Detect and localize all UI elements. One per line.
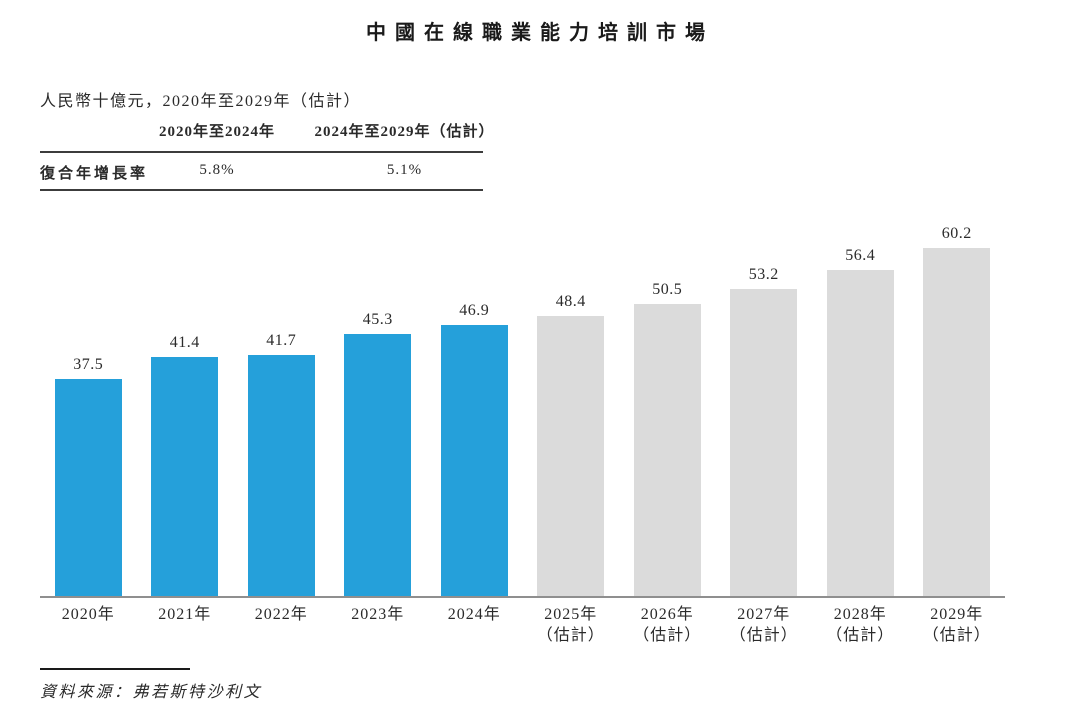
bar-column-2025年: 48.4 (523, 221, 620, 596)
x-axis-label: 2023年 (351, 606, 405, 623)
bar-estimated-2027年 (730, 289, 798, 596)
source-divider (40, 668, 190, 670)
cagr-table-bottom-rule (40, 189, 483, 191)
bar-column-2020年: 37.5 (40, 221, 137, 596)
bar-value-label: 60.2 (941, 225, 972, 242)
bar-estimated-2029年 (923, 248, 991, 596)
bar-chart-plot-area: 37.5 41.4 41.7 45.3 46.9 48.4 50.5 53.2 56.4 60.2 (40, 221, 1005, 598)
chart-title: 中國在線職業能力培訓市場 (366, 22, 714, 44)
x-axis-label: 2022年 (254, 606, 308, 623)
cagr-row-label: 復合年增長率 (40, 166, 149, 182)
cagr-col-header-estimated: 2024年至2029年（估計） (314, 124, 495, 140)
cagr-value-historical: 5.8% (199, 162, 235, 178)
x-axis-label: 2020年 (61, 606, 115, 623)
bar-value-label: 50.5 (652, 281, 683, 298)
chart-unit-note: 人民幣十億元，2020年至2029年（估計） (40, 93, 362, 110)
bar-historical-2023年 (344, 334, 412, 596)
bar-value-label: 56.4 (845, 247, 876, 264)
bar-value-label: 41.4 (169, 334, 200, 351)
bar-estimated-2028年 (826, 270, 894, 596)
x-axis-labels: 2020年 2021年 2022年 2023年 2024年 2025年 （估計） 2026年… (40, 605, 1005, 647)
cagr-value-estimated: 5.1% (386, 162, 423, 178)
bar-column-2024年: 46.9 (426, 221, 523, 596)
source-text: 資料來源：弗若斯特沙利文 (40, 684, 263, 701)
bar-estimated-2025年 (537, 316, 605, 596)
bar-column-2029年: 60.2 (909, 221, 1006, 596)
x-axis-label: 2029年 （估計） (922, 606, 991, 644)
bar-historical-2021年 (151, 357, 219, 596)
bar-column-2023年: 45.3 (330, 221, 427, 596)
bar-column-2028年: 56.4 (812, 221, 909, 596)
bar-value-label: 37.5 (73, 356, 104, 373)
x-axis-label: 2028年 （估計） (826, 606, 895, 644)
bar-historical-2022年 (247, 355, 315, 596)
x-axis-label: 2024年 (447, 606, 501, 623)
x-axis-label: 2021年 (158, 606, 212, 623)
bar-historical-2024年 (440, 325, 508, 596)
bar-column-2026年: 50.5 (619, 221, 716, 596)
bar-value-label: 41.7 (266, 332, 297, 349)
bar-value-label: 53.2 (748, 266, 779, 283)
bar-value-label: 45.3 (362, 311, 393, 328)
bar-value-label: 48.4 (555, 293, 586, 310)
bar-column-2021年: 41.4 (137, 221, 234, 596)
cagr-col-header-historical: 2020年至2024年 (158, 124, 275, 140)
bar-column-2027年: 53.2 (716, 221, 813, 596)
x-axis-label: 2026年 （估計） (633, 606, 702, 644)
bar-value-label: 46.9 (459, 302, 490, 319)
bar-historical-2020年 (54, 379, 122, 596)
bar-estimated-2026年 (633, 304, 701, 596)
x-axis-label: 2027年 （估計） (729, 606, 798, 644)
bar-column-2022年: 41.7 (233, 221, 330, 596)
cagr-table-header-rule (40, 151, 483, 153)
x-axis-label: 2025年 （估計） (536, 606, 605, 644)
